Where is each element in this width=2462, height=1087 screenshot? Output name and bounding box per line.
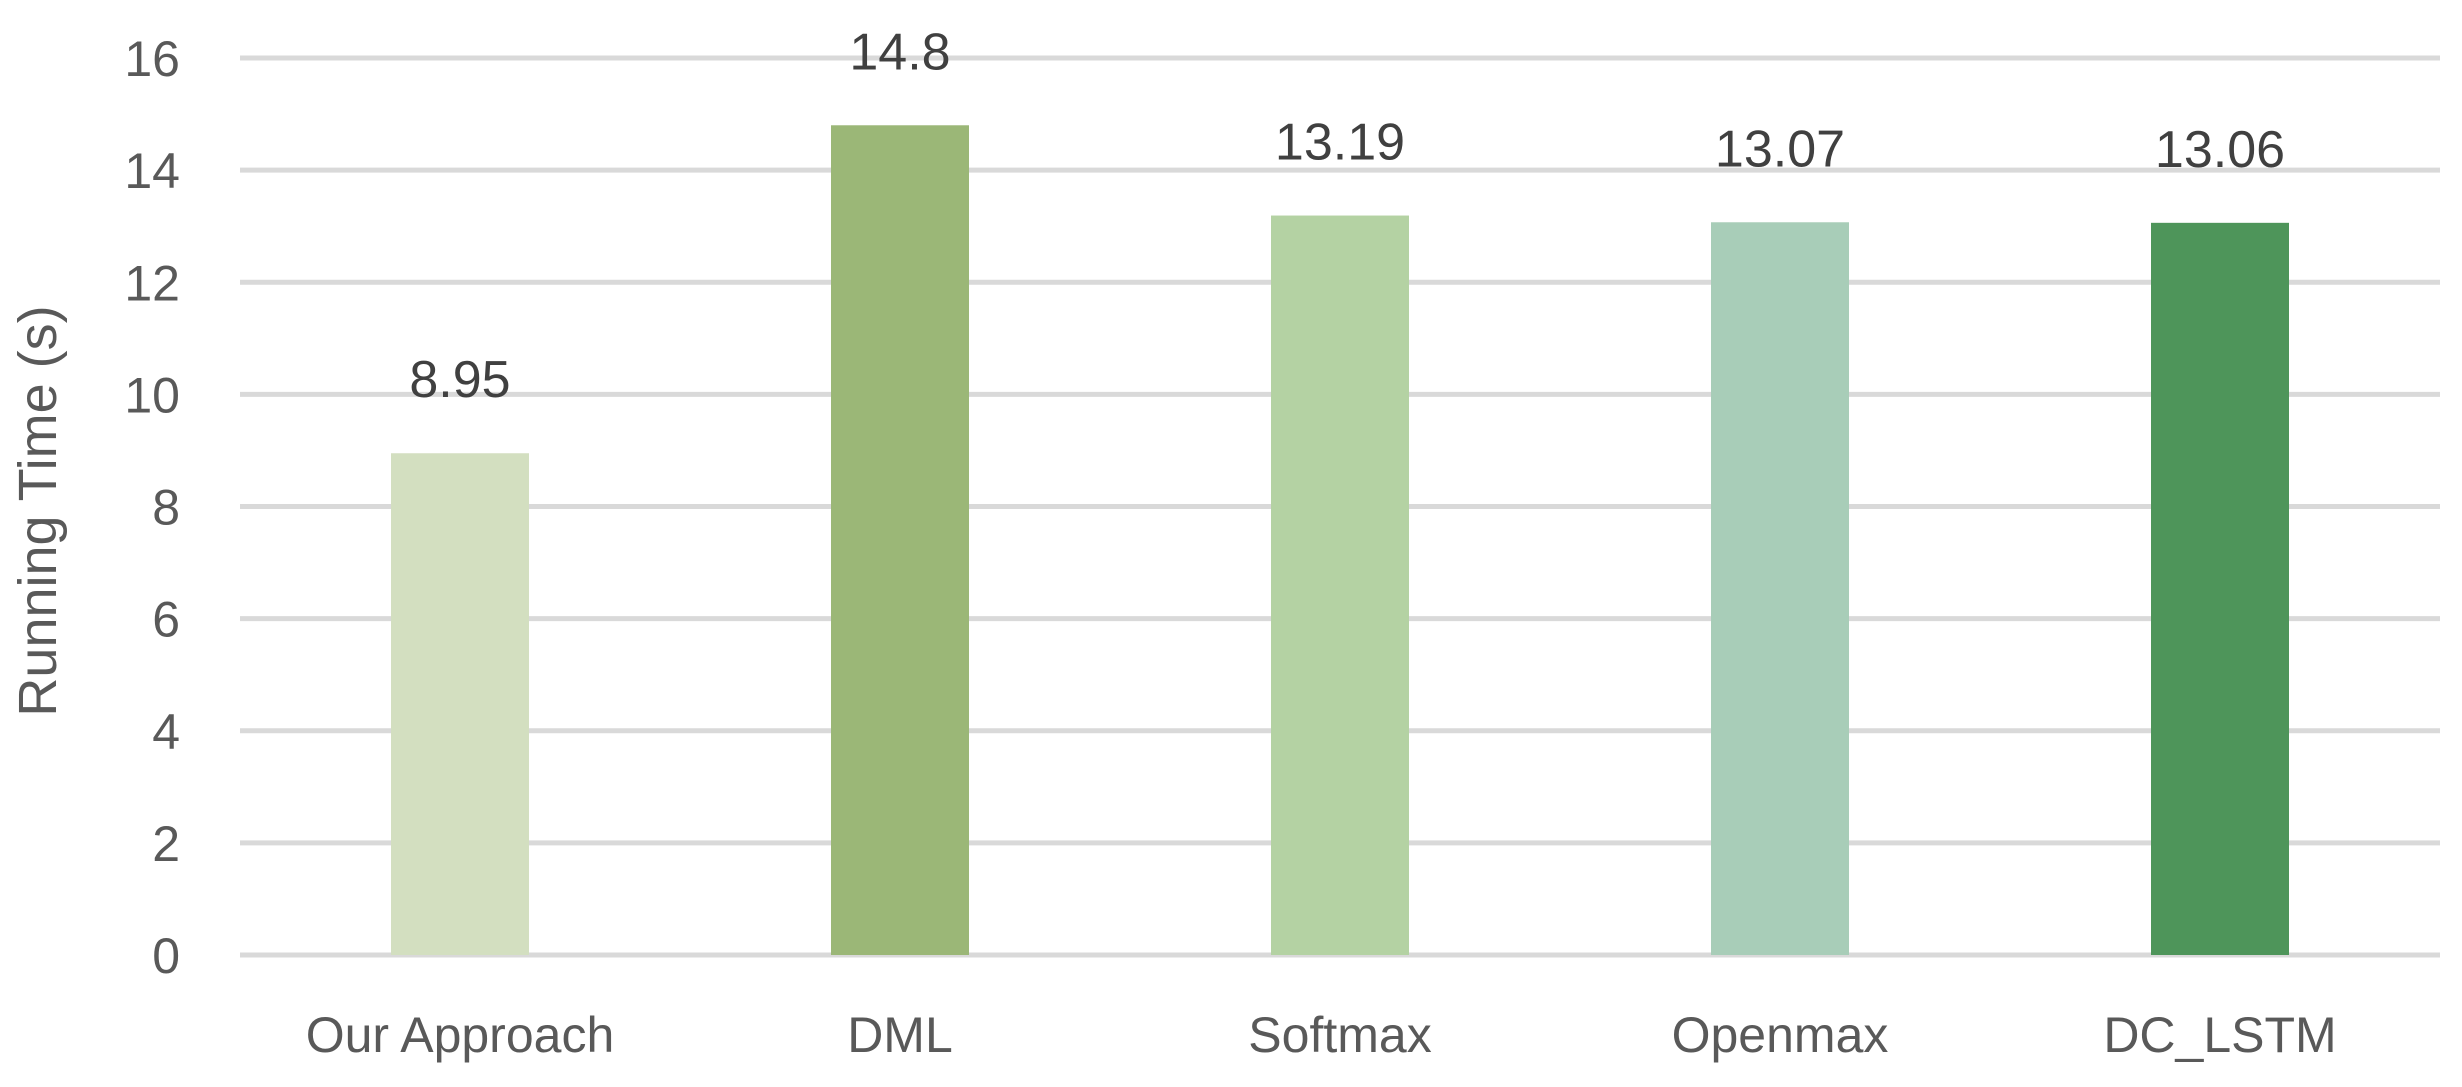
data-label: 8.95 — [409, 351, 510, 409]
y-tick-label: 10 — [124, 367, 180, 423]
y-tick-label: 6 — [152, 592, 180, 648]
data-label: 13.07 — [1715, 120, 1845, 178]
bar — [831, 125, 969, 955]
x-category-label: Softmax — [1248, 1007, 1431, 1063]
bars — [391, 125, 2289, 956]
data-labels: 8.95 14.8 13.19 13.07 13.06 — [409, 23, 2285, 409]
y-tick-label: 4 — [152, 704, 180, 760]
y-tick-label: 12 — [124, 255, 180, 311]
bar — [391, 453, 529, 955]
y-tick-label: 16 — [124, 31, 180, 87]
bar — [1271, 215, 1409, 955]
y-axis-ticks: 0 2 4 6 8 10 12 14 16 — [124, 31, 180, 984]
data-label: 13.06 — [2155, 121, 2285, 179]
bar — [2151, 222, 2289, 956]
data-label: 14.8 — [849, 23, 950, 81]
y-tick-label: 8 — [152, 480, 180, 536]
x-category-label: DC_LSTM — [2103, 1007, 2336, 1063]
x-category-label: Our Approach — [306, 1007, 615, 1063]
x-category-label: Openmax — [1672, 1007, 1889, 1063]
y-tick-label: 0 — [152, 928, 180, 984]
data-label: 13.19 — [1275, 114, 1405, 172]
y-tick-label: 14 — [124, 143, 180, 199]
y-tick-label: 2 — [152, 816, 180, 872]
x-category-label: DML — [847, 1007, 953, 1063]
bar — [1711, 222, 1849, 955]
x-axis-categories: Our Approach DML Softmax Openmax DC_LSTM — [306, 1007, 2337, 1063]
y-axis-title: Running Time (s) — [8, 305, 68, 716]
